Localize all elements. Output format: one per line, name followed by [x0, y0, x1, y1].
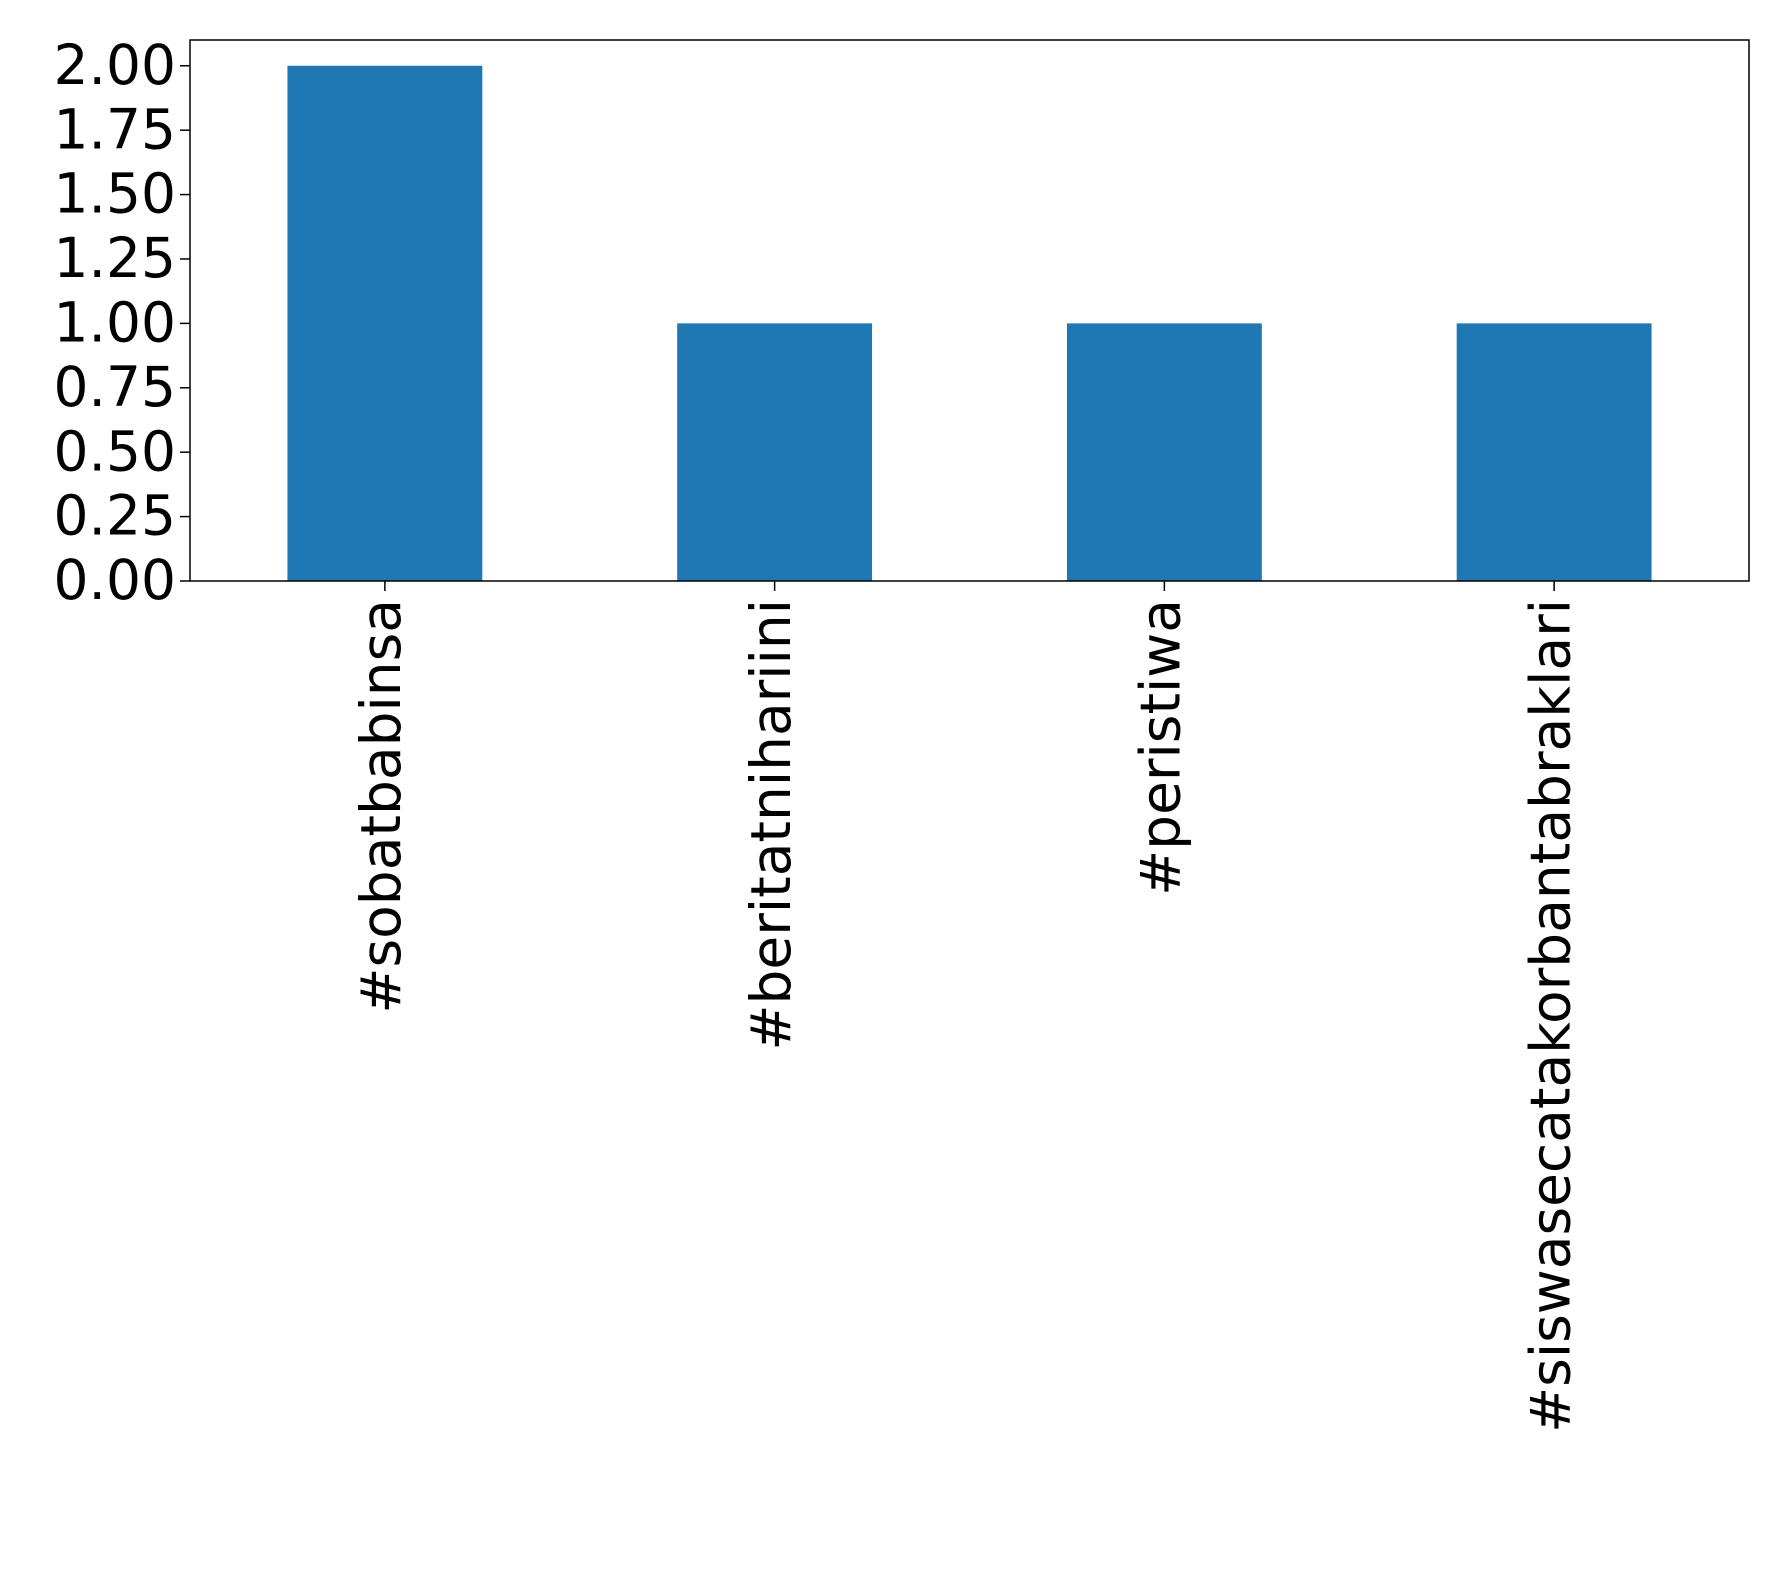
y-tick-label: 0.25 [54, 484, 176, 548]
y-tick-label: 0.00 [54, 548, 176, 612]
y-tick-label: 1.25 [54, 226, 176, 290]
y-tick-label: 0.75 [54, 355, 176, 419]
x-tick-label: #siswasecatakorbantabraklari [1518, 599, 1582, 1433]
bar [677, 323, 873, 581]
bar [287, 65, 483, 581]
y-tick-label: 0.50 [54, 419, 176, 483]
bar [1066, 323, 1262, 581]
y-tick-label: 1.00 [54, 291, 176, 355]
x-tick-label: #peristiwa [1129, 599, 1193, 896]
x-tick-label: #beritatnihariini [739, 599, 803, 1051]
y-tick-label: 1.50 [54, 162, 176, 226]
y-tick-label: 2.00 [54, 33, 176, 97]
y-tick-label: 1.75 [54, 97, 176, 161]
x-tick-label: #sobatbabinsa [349, 599, 413, 1014]
bar [1456, 323, 1652, 581]
plot-frame [189, 39, 1750, 582]
